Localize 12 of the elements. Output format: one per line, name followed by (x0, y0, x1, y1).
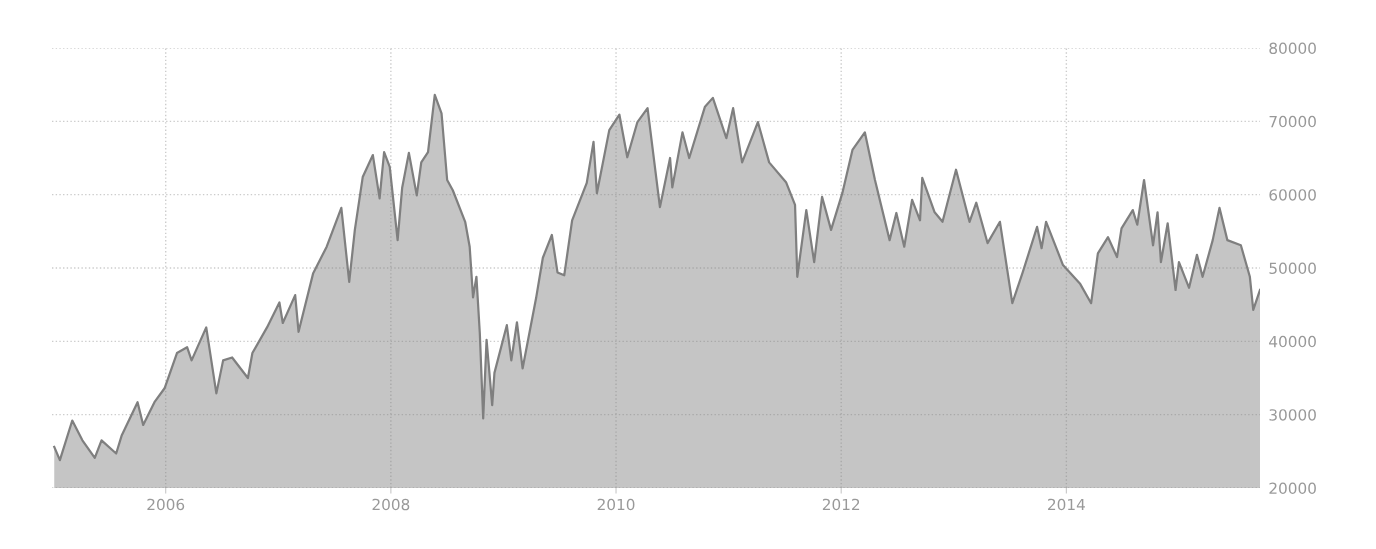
y-tick-label: 80000 (1269, 42, 1316, 55)
y-tick-label: 60000 (1269, 189, 1316, 201)
x-tick-label: 2012 (822, 498, 860, 511)
x-tick-label: 2006 (147, 498, 185, 511)
y-tick-label: 70000 (1269, 115, 1316, 128)
y-tick-label: 30000 (1269, 409, 1316, 421)
x-tick-label: 2008 (372, 498, 410, 511)
y-tick-label: 20000 (1269, 482, 1316, 495)
x-tick-label: 2014 (1048, 498, 1085, 511)
x-tick-label: 2010 (597, 498, 635, 511)
y-tick-label: 50000 (1269, 262, 1316, 275)
y-tick-label: 40000 (1269, 335, 1316, 348)
